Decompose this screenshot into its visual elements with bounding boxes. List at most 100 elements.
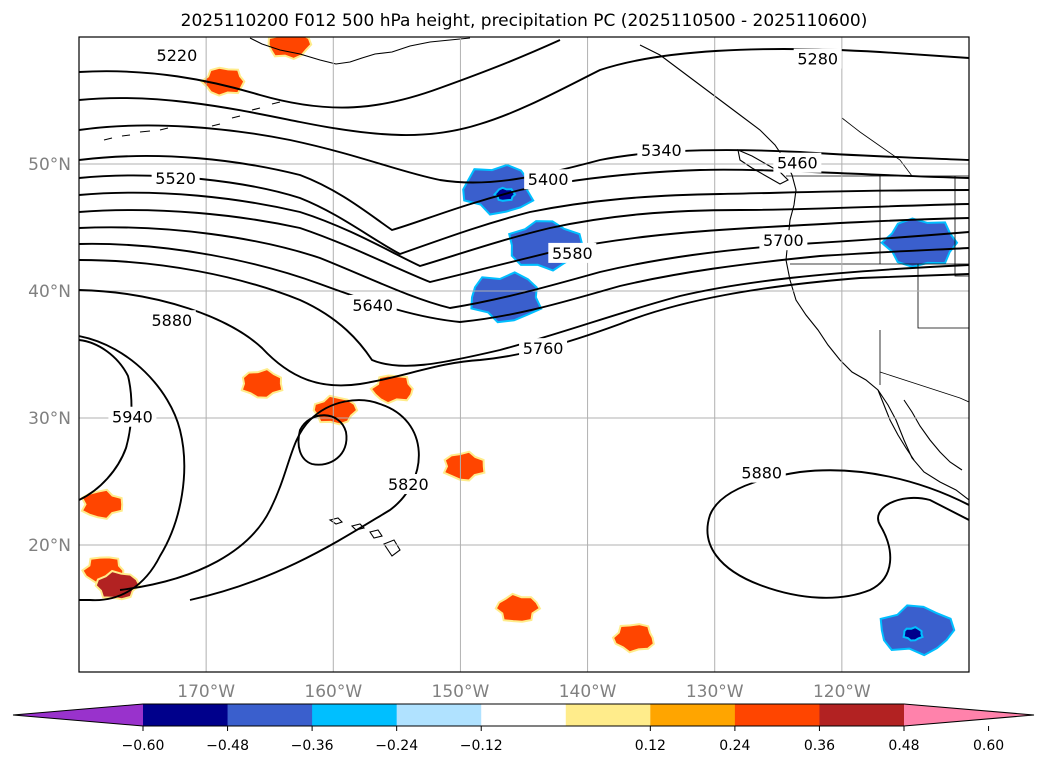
aleutian-islands	[103, 101, 281, 141]
contour-label-background	[384, 474, 433, 495]
contour-label: 5340	[641, 141, 682, 160]
colorbar-segment	[396, 704, 482, 726]
contour-5400	[79, 155, 969, 232]
contour-label: 5580	[552, 244, 593, 263]
contour-5880-central	[297, 414, 348, 466]
colorbar-tick-label: 0.60	[973, 738, 1004, 754]
alaska-coastline	[249, 37, 471, 65]
colorbar-tick-label: −0.24	[375, 738, 418, 754]
colorbar: −0.60 −0.48 −0.36 −0.24 −0.12 0.12 0.24 0.36 0.4…	[12, 703, 1035, 754]
contour-label-background	[759, 230, 808, 251]
contour-label-background	[793, 48, 842, 69]
precip-blob-positive	[240, 367, 284, 399]
contour-label-background	[151, 167, 200, 188]
contour-label: 5700	[763, 231, 804, 250]
political-borders	[786, 117, 969, 403]
contour-label-background	[773, 152, 822, 173]
latitude-tick-label: 30°N	[28, 409, 71, 429]
state-borders	[790, 176, 969, 385]
colorbar-tick-label: −0.48	[206, 738, 249, 754]
figure-title: 2025110200 F012 500 hPa height, precipit…	[181, 11, 868, 31]
contour-5220	[79, 39, 561, 109]
contour-5880-subtropical	[119, 399, 420, 601]
colorbar-segment	[143, 704, 229, 726]
colorbar-tick-label: −0.36	[291, 738, 334, 754]
hawaiian-islands	[328, 517, 401, 557]
contour-5820	[79, 273, 969, 387]
latitude-tick-label: 40°N	[28, 282, 71, 302]
contour-label: 5460	[777, 154, 818, 173]
colorbar-tick-label: −0.60	[122, 738, 165, 754]
contour-label-background	[737, 462, 786, 483]
contour-5520	[79, 191, 969, 268]
contour-5880-west	[79, 335, 186, 602]
colorbar-tick-label: 0.12	[635, 738, 666, 754]
contour-label-background	[152, 44, 201, 65]
latitude-tick-label: 20°N	[28, 536, 71, 556]
contour-label: 5880	[151, 311, 192, 330]
contour-label-background	[637, 140, 686, 161]
longitude-tick-label: 150°W	[432, 682, 490, 702]
contour-labels: 5220 5280 5340 5460 5520 5400 5580 5700 5640 5880…	[108, 44, 842, 495]
colorbar-tick-label: 0.24	[719, 738, 750, 754]
precip-blob-positive	[369, 374, 414, 405]
precip-blob-negative	[902, 625, 924, 642]
axis-labels: 170°W 160°W 150°W 140°W 130°W 120°W 50°N 40°N 30…	[28, 155, 871, 702]
colorbar-segment	[819, 704, 905, 726]
contour-5700	[79, 242, 969, 323]
north-american-coastline	[639, 44, 969, 501]
contour-label-background	[519, 338, 568, 359]
us-mexico-border	[879, 371, 969, 403]
colorbar-tick-label: −0.12	[460, 738, 503, 754]
colorbar-segment	[312, 704, 398, 726]
precip-blob-positive	[267, 37, 313, 60]
contour-label-background	[348, 294, 397, 315]
longitude-tick-label: 120°W	[813, 682, 871, 702]
contour-label-background	[147, 310, 196, 331]
colorbar-extend-low	[13, 704, 143, 726]
contour-5580	[79, 209, 969, 283]
colorbar-segment	[650, 704, 736, 726]
baja-california	[877, 389, 963, 471]
contour-5760	[79, 259, 969, 367]
contour-label-background	[548, 242, 597, 263]
height-contours	[79, 39, 969, 602]
colorbar-segment	[565, 704, 651, 726]
colorbar-extend-high	[904, 704, 1034, 726]
contour-5640	[79, 226, 969, 309]
contour-label: 5940	[112, 408, 153, 427]
contour-label: 5520	[155, 169, 196, 188]
colorbar-segment	[227, 704, 313, 726]
precip-blob-negative	[880, 217, 959, 268]
precip-blob-positive	[442, 450, 486, 482]
map-frame	[78, 36, 970, 673]
canada-interior-border	[841, 117, 913, 177]
map-area: 5220 5280 5340 5460 5520 5400 5580 5700 5640 5880…	[79, 37, 969, 672]
contour-label: 5280	[797, 50, 838, 69]
longitude-tick-label: 140°W	[559, 682, 617, 702]
contour-5280	[79, 48, 969, 136]
precip-blob-positive	[80, 488, 124, 520]
colorbar-segment	[734, 704, 820, 726]
longitude-tick-label: 160°W	[304, 682, 362, 702]
contour-label: 5640	[352, 296, 393, 315]
longitude-tick-label: 170°W	[177, 682, 235, 702]
precip-blob-positive	[494, 592, 542, 623]
longitude-tick-label: 130°W	[686, 682, 744, 702]
latitude-tick-label: 50°N	[28, 155, 71, 175]
precip-blob-positive	[611, 623, 655, 654]
precip-blob-positive	[312, 394, 359, 426]
contour-5340	[79, 124, 969, 184]
contour-label: 5820	[388, 475, 429, 494]
contour-5460	[79, 174, 969, 256]
colorbar-segment	[481, 704, 567, 726]
contour-label: 5220	[157, 46, 198, 65]
colorbar-tick-label: 0.36	[804, 738, 835, 754]
contour-label: 5880	[741, 464, 782, 483]
contour-label-background	[108, 406, 157, 427]
contour-label: 5760	[523, 339, 564, 358]
contour-label: 5400	[528, 170, 569, 189]
contour-5880-east	[706, 469, 969, 599]
contour-label-background	[524, 169, 573, 190]
